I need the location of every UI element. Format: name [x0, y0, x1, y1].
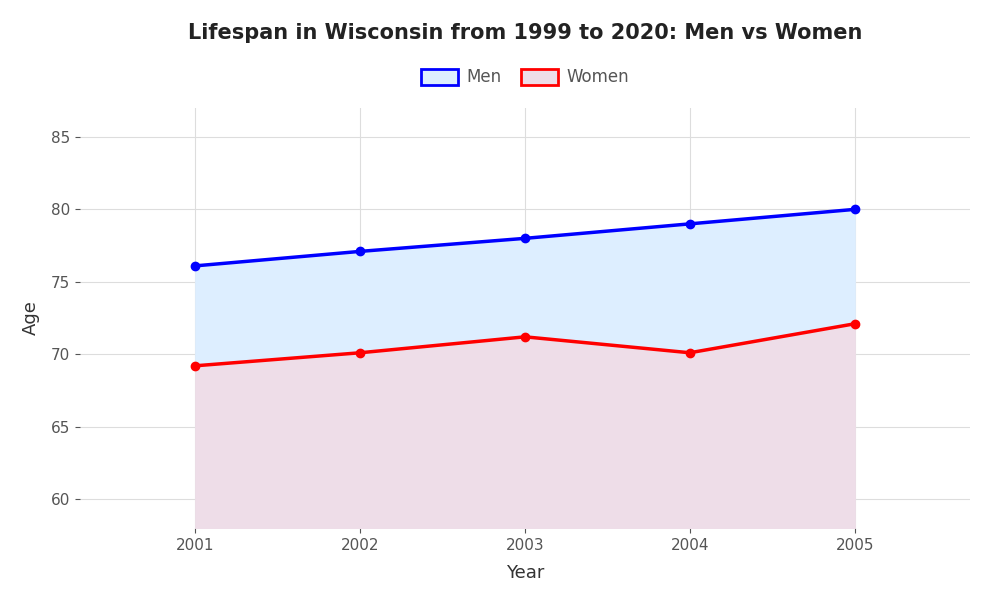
Men — [849, 206, 861, 213]
Men — [684, 220, 696, 227]
Line: Men: Men — [191, 205, 859, 270]
Men — [189, 262, 201, 269]
Men — [519, 235, 531, 242]
Women — [519, 333, 531, 340]
Women — [684, 349, 696, 356]
Women — [849, 320, 861, 328]
Line: Women: Women — [191, 320, 859, 370]
X-axis label: Year: Year — [506, 564, 544, 582]
Legend: Men, Women: Men, Women — [414, 62, 636, 93]
Women — [354, 349, 366, 356]
Women — [189, 362, 201, 370]
Men — [354, 248, 366, 255]
Title: Lifespan in Wisconsin from 1999 to 2020: Men vs Women: Lifespan in Wisconsin from 1999 to 2020:… — [188, 23, 862, 43]
Y-axis label: Age: Age — [22, 301, 40, 335]
